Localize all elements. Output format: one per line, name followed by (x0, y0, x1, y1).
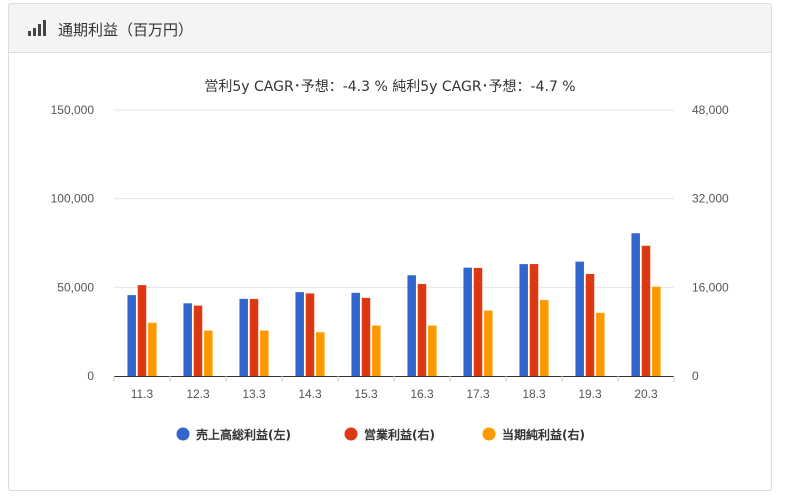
bar-1 (239, 298, 248, 376)
bar-2 (193, 305, 203, 376)
left-axis-tick-label: 0 (87, 369, 94, 383)
bar-3 (652, 286, 661, 376)
legend-marker (482, 427, 496, 441)
legend-label: 売上高総利益(左) (196, 427, 291, 442)
left-axis-tick-label: 100,000 (51, 192, 95, 206)
x-axis-tick-label: 18.3 (522, 387, 546, 401)
x-axis-tick-label: 13.3 (242, 387, 266, 401)
bar-3 (204, 330, 213, 376)
bar-1 (463, 267, 472, 376)
x-axis-tick-label: 14.3 (298, 387, 322, 401)
bar-signal-icon (28, 20, 46, 36)
bar-3 (540, 300, 549, 376)
x-axis-tick-label: 20.3 (634, 387, 658, 401)
bar-2 (305, 293, 315, 376)
bar-2 (473, 267, 483, 376)
panel-header: 通期利益（百万円） (9, 4, 771, 53)
x-axis-tick-label: 19.3 (578, 387, 602, 401)
chart-subtitle: 営利5y CAGR･予想：-4.3 % 純利5y CAGR･予想：-4.7 % (204, 79, 575, 95)
bar-2 (249, 298, 259, 376)
legend-label: 当期純利益(右) (502, 427, 585, 442)
x-axis-tick-label: 12.3 (186, 387, 210, 401)
bar-3 (316, 332, 325, 376)
bar-3 (596, 312, 605, 376)
panel-title: 通期利益（百万円） (58, 21, 194, 39)
bar-3 (148, 322, 157, 376)
x-axis-tick-label: 11.3 (131, 387, 154, 401)
bar-3 (372, 325, 381, 376)
bar-2 (137, 285, 147, 376)
right-axis-tick-label: 32,000 (692, 192, 729, 206)
bar-1 (351, 292, 360, 376)
right-axis-tick-label: 48,000 (692, 103, 729, 117)
bar-1 (127, 295, 136, 376)
bar-2 (529, 264, 539, 376)
legend-label: 営業利益(右) (364, 427, 435, 442)
x-axis-tick-label: 16.3 (410, 387, 434, 401)
bar-1 (295, 292, 304, 376)
bar-2 (585, 274, 595, 376)
bar-3 (260, 330, 269, 376)
bar-2 (361, 297, 371, 376)
bar-1 (407, 275, 416, 376)
bar-2 (641, 245, 651, 376)
legend-marker (344, 427, 358, 441)
left-axis-tick-label: 150,000 (51, 103, 95, 117)
right-axis-tick-label: 0 (692, 369, 699, 383)
bar-3 (484, 310, 493, 376)
x-axis-tick-label: 15.3 (354, 387, 378, 401)
bar-1 (631, 233, 640, 376)
bar-1 (575, 261, 584, 376)
x-axis-tick-label: 17.3 (466, 387, 490, 401)
left-axis-tick-label: 50,000 (57, 280, 94, 294)
legend-marker (176, 427, 190, 441)
bar-3 (428, 325, 437, 376)
right-axis-tick-label: 16,000 (692, 280, 729, 294)
bar-2 (417, 284, 427, 376)
bar-1 (183, 303, 192, 376)
bar-1 (519, 264, 528, 376)
